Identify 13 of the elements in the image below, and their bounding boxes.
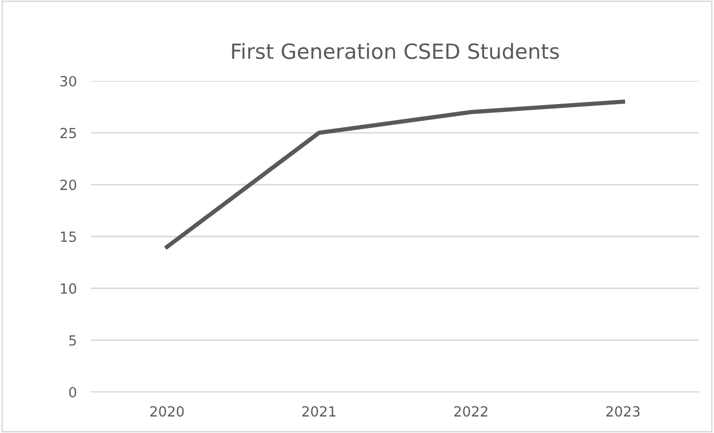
x-tick-label: 2022 <box>454 406 488 417</box>
y-tick-label: 25 <box>60 128 76 138</box>
chart-title: First Generation CSED Students <box>232 42 559 60</box>
y-tick-label: 10 <box>60 283 76 294</box>
x-tick-label: 2021 <box>302 406 336 417</box>
x-tick-label: 2020 <box>150 406 184 417</box>
y-tick-label: 30 <box>60 76 76 86</box>
y-tick-label: 20 <box>60 180 76 190</box>
line-series <box>164 100 626 249</box>
y-tick-label: 15 <box>60 232 76 242</box>
x-tick-label: 2023 <box>606 406 640 417</box>
y-tick-label: 0 <box>69 386 76 398</box>
y-tick-label: 5 <box>69 335 76 346</box>
